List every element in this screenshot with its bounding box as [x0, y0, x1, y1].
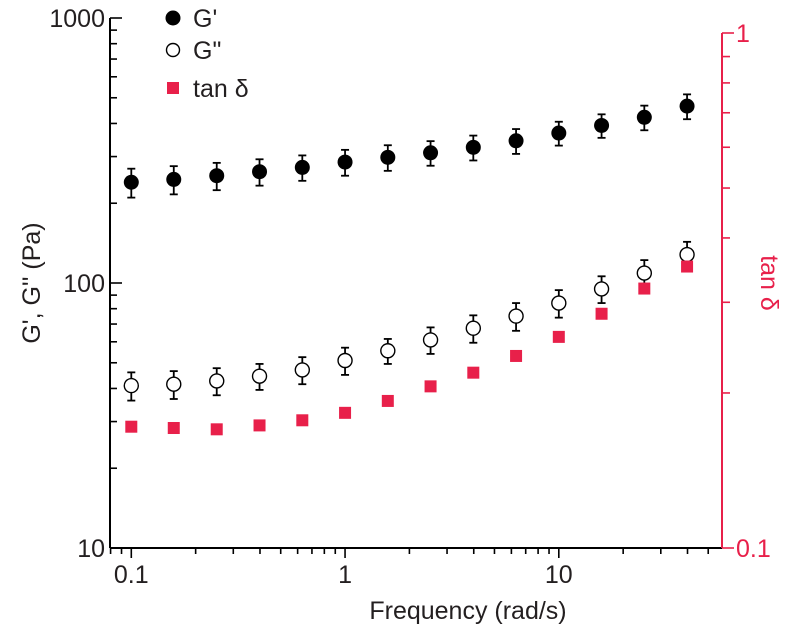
g-double-prime-point: [422, 332, 439, 348]
g-double-prime-point: [209, 373, 225, 389]
g-prime-point: [123, 174, 139, 190]
g-prime-point: [551, 125, 567, 141]
g-double-prime-point: [508, 308, 524, 324]
legend-marker-g-double-prime: [165, 42, 181, 58]
y-axis-right-label: tan δ: [755, 255, 783, 311]
legend: G' G" tan δ: [165, 5, 249, 103]
g-double-prime-point: [679, 246, 695, 263]
x-tick-label: 0.1: [114, 561, 149, 589]
g-double-prime-point: [251, 368, 268, 384]
y-left-tick-label: 10: [77, 535, 105, 563]
g-prime-point: [209, 168, 225, 184]
tan-delta-point: [638, 282, 651, 295]
y-right-tick-label: 0.1: [736, 535, 771, 563]
tan-delta-point: [167, 422, 180, 435]
x-tick-label: 1: [338, 561, 352, 589]
y-right-tick-label: 1: [736, 20, 750, 48]
tan-delta-point: [339, 406, 352, 419]
g-prime-point: [337, 154, 353, 170]
tan-delta-point: [552, 330, 565, 343]
tan-delta-point: [681, 260, 694, 273]
tan-delta-point: [253, 419, 266, 432]
legend-label: G": [193, 37, 221, 65]
g-double-prime-point: [294, 362, 311, 378]
x-tick-label: 10: [545, 561, 573, 589]
y-left-tick-label: 100: [63, 270, 105, 298]
tan-delta-point: [125, 420, 138, 433]
g-double-prime-point: [551, 295, 567, 311]
y-left-tick-label: 1000: [49, 5, 105, 33]
g-prime-point: [594, 117, 610, 133]
legend-label: tan δ: [193, 75, 249, 103]
g-prime-point: [294, 159, 310, 175]
g-double-prime-point: [636, 265, 653, 281]
g-prime-point: [465, 139, 481, 155]
g-prime-point: [423, 145, 439, 161]
tan-delta-point: [210, 423, 223, 436]
g-double-prime-point: [465, 320, 482, 336]
g-double-prime-point: [166, 376, 182, 392]
legend-label: G': [193, 5, 217, 33]
tan-delta-point: [296, 414, 309, 427]
data-layer: [123, 93, 695, 436]
legend-marker-tan-delta: [167, 82, 179, 94]
g-prime-point: [252, 164, 268, 180]
g-prime-point: [380, 149, 396, 165]
axes-layer: 0.1 1 10 10 100 1000 0.1 1: [49, 5, 770, 589]
g-double-prime-point: [593, 281, 610, 297]
x-axis-label: Frequency (rad/s): [369, 597, 566, 625]
g-double-prime-point: [337, 352, 353, 369]
g-prime-point: [679, 98, 695, 114]
tan-delta-point: [510, 349, 523, 362]
g-double-prime-point: [123, 377, 139, 394]
tan-delta-point: [381, 394, 394, 407]
y-axis-left-label: G', G'' (Pa): [18, 222, 46, 343]
g-double-prime-point: [380, 343, 396, 359]
tan-delta-point: [595, 307, 608, 320]
legend-marker-g-prime: [165, 10, 181, 26]
g-prime-point: [166, 171, 182, 187]
tan-delta-point: [424, 380, 437, 393]
tan-delta-point: [467, 366, 480, 379]
g-prime-point: [508, 133, 524, 149]
g-prime-point: [636, 109, 652, 125]
